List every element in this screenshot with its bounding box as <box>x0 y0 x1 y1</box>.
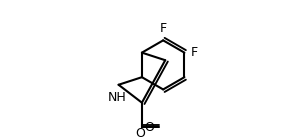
Text: F: F <box>191 46 198 59</box>
Text: O: O <box>136 127 145 140</box>
Text: F: F <box>160 22 167 35</box>
Text: O: O <box>144 121 154 134</box>
Text: NH: NH <box>108 91 126 104</box>
